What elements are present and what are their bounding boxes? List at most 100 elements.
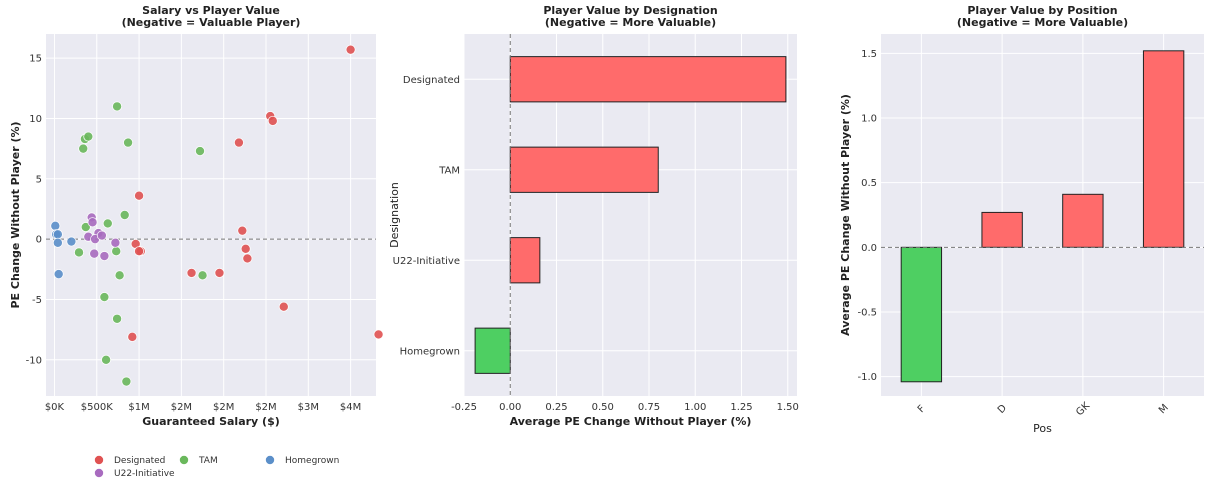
scatter-y-tick-label: 5 [36,174,42,185]
scatter-series-u22-initiative [83,212,121,262]
designation-bar-homegrown [474,327,511,374]
legend-label-tam: TAM [198,456,218,466]
position-y-tick-label: 0.0 [861,243,877,254]
scatter-point [52,229,63,240]
scatter-point [194,146,205,157]
designation-y-tick-label: Designated [403,75,460,86]
position-y-tick-label: -0.5 [857,307,877,318]
designation-x-tick-label: 0.75 [638,402,660,413]
position-x-tick-label: D [996,403,1009,416]
scatter-x-tick-label: $500K [81,402,113,413]
position-y-tick-label: 0.5 [861,178,877,189]
scatter-point [99,251,110,262]
scatter-point [345,44,356,55]
scatter-point [127,331,138,342]
designation-x-tick-label: 1.50 [777,402,799,413]
scatter-point [83,131,94,142]
legend-label-homegrown: Homegrown [285,456,339,466]
position-bar-f [900,246,943,383]
scatter-point [114,270,125,281]
position-y-axis-label: Average PE Change Without Player (%) [839,94,852,336]
position-y-tick-label: -1.0 [857,372,877,383]
scatter-point [197,270,208,281]
position-x-axis-label: Pos [1033,422,1052,435]
scatter-point [112,101,123,112]
scatter-point [111,246,122,257]
designation-bar-tam [509,146,659,193]
designation-x-tick-label: 1.00 [684,402,706,413]
scatter-point [373,329,384,340]
designation-x-tick-label: -0.25 [451,402,477,413]
legend-marker-u22-initiative [94,468,104,478]
scatter-point [74,247,85,258]
scatter-series-homegrown [50,220,77,280]
position-bar-d [981,211,1023,248]
designation-y-axis-label: Designation [388,182,401,248]
legend-label-u22-initiative: U22-Initiative [114,469,175,479]
scatter-x-tick-label: $2M [255,402,276,413]
scatter-point [278,301,289,312]
legend-label-designated: Designated [114,456,165,466]
position-bar-m [1142,50,1185,248]
legend-marker-tam [179,455,189,465]
designation-y-tick-label: U22-Initiative [393,256,460,267]
position-title-line-2: (Negative = More Valuable) [957,16,1128,29]
scatter-point [134,190,145,201]
scatter-y-tick-label: 10 [29,114,42,125]
designation-bar-u22-initiative [509,237,541,284]
scatter-title-line-2: (Negative = Valuable Player) [122,16,301,29]
scatter-point [110,237,121,248]
scatter-point [89,248,100,259]
scatter-point [96,230,107,241]
scatter-plot-area [46,34,376,396]
scatter-point [237,225,248,236]
scatter-point [66,236,77,247]
scatter-y-tick-label: -10 [26,355,42,366]
designation-x-axis-label: Average PE Change Without Player (%) [510,415,752,428]
designation-bar-designated [509,56,787,103]
position-y-tick-label: 1.5 [861,49,877,60]
designation-x-tick-label: 0.50 [592,402,614,413]
position-x-tick-label: GK [1074,400,1092,418]
position-x-tick-label: M [1157,402,1171,416]
scatter-series-designated [127,44,384,342]
scatter-point [102,218,113,229]
legend-marker-homegrown [265,455,275,465]
position-x-tick-label: F [916,403,928,415]
scatter-x-tick-label: $2M [171,402,192,413]
designation-x-tick-label: 1.25 [730,402,752,413]
scatter-point [50,220,61,231]
scatter-point [233,137,244,148]
scatter-point [87,217,98,228]
scatter-x-tick-label: $1M [128,402,149,413]
designation-y-tick-label: TAM [438,165,460,176]
scatter-point [214,267,225,278]
scatter-y-tick-label: -5 [32,295,42,306]
scatter-x-tick-label: $4M [340,402,361,413]
scatter-point [121,376,132,387]
scatter-x-axis-label: Guaranteed Salary ($) [142,415,280,428]
scatter-point [119,209,130,220]
scatter-y-axis-label: PE Change Without Player (%) [9,121,22,308]
designation-y-tick-label: Homegrown [400,346,460,357]
scatter-point [52,237,63,248]
designation-title-line-2: (Negative = More Valuable) [545,16,716,29]
scatter-point [53,269,64,280]
scatter-point [101,354,112,365]
position-y-tick-label: 1.0 [861,114,877,125]
scatter-point [99,292,110,303]
scatter-x-tick-label: $3M [298,402,319,413]
scatter-point [186,267,197,278]
scatter-point [242,253,253,264]
scatter-y-tick-label: 0 [36,235,42,246]
designation-title-line-1: Player Value by Designation [543,4,717,17]
designation-x-tick-label: 0.00 [499,402,521,413]
scatter-point [80,222,91,233]
scatter-point [123,137,134,148]
scatter-point [134,246,145,257]
scatter-y-tick-label: 15 [29,54,42,65]
scatter-point [78,143,89,154]
position-bar-gk [1062,193,1104,248]
scatter-x-tick-label: $0K [45,402,65,413]
